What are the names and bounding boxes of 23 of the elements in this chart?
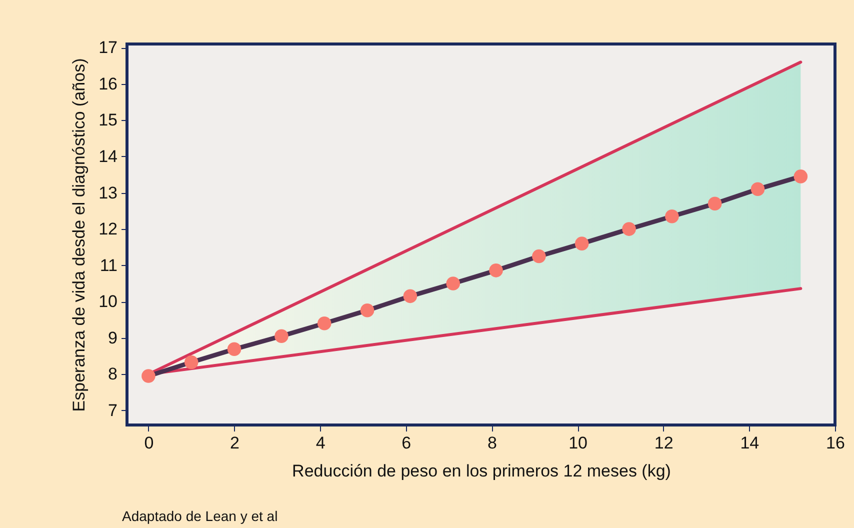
y-tick-label: 7 [108,400,118,420]
text: Adaptado de Lean y et al [122,508,278,524]
y-tick-label: 8 [108,364,118,384]
y-axis-title: Esperanza de vida desde el diagnóstico (años) [70,58,89,412]
y-tick-label: 12 [98,220,118,239]
x-tick-label: 14 [740,434,760,452]
y-tick-label: 9 [108,328,118,348]
y-tick-label: 16 [98,74,118,94]
x-tick-label: 6 [402,434,412,452]
y-tick-label: 13 [98,183,118,202]
x-tick-label: 2 [230,434,240,452]
y-tick-label: 15 [98,110,118,130]
y-tick-label: 14 [98,146,118,166]
x-tick-label: 8 [487,434,497,452]
x-tick-label: 4 [316,434,326,452]
x-tick-label: 12 [654,434,674,452]
x-tick-label: 16 [826,434,845,452]
x-axis-title: Reducción de peso en los primeros 12 meses (kg) [292,462,671,480]
x-tick-label: 0 [144,434,154,452]
y-tick-label: 11 [100,256,118,275]
x-tick-label: 10 [568,434,588,452]
y-tick-label: 10 [98,292,118,312]
y-tick-label: 17 [98,38,118,58]
